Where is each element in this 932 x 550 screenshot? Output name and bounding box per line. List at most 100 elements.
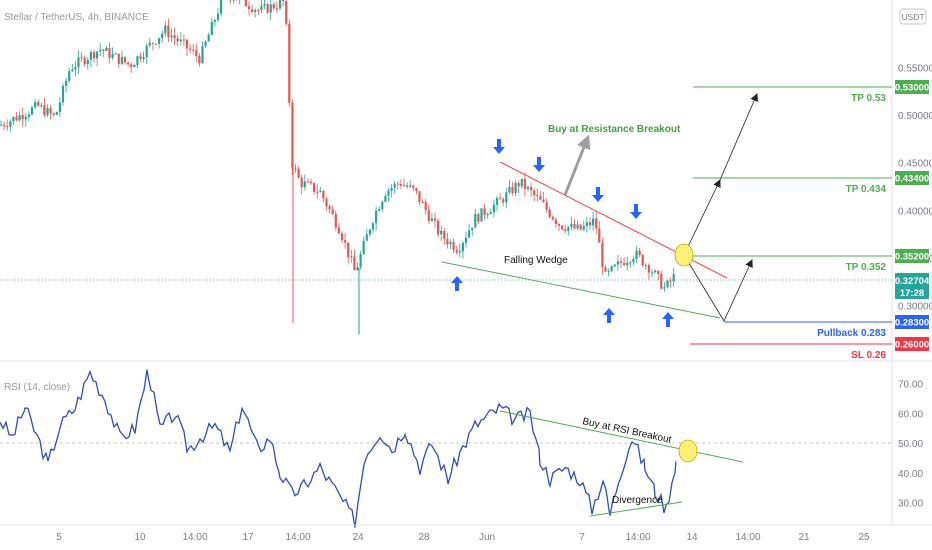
candle-body bbox=[517, 183, 520, 187]
candle-body bbox=[486, 214, 489, 216]
candle-body bbox=[449, 241, 452, 245]
candle-body bbox=[530, 186, 533, 191]
candle-body bbox=[567, 226, 570, 231]
level-label: TP 0.352 bbox=[846, 262, 887, 273]
candle-body bbox=[30, 107, 34, 115]
candle-body bbox=[288, 23, 291, 103]
candle-body bbox=[437, 220, 440, 235]
candle-body bbox=[629, 262, 632, 264]
candle-body bbox=[257, 10, 260, 12]
candle-body bbox=[3, 124, 6, 127]
arrow-up-icon bbox=[451, 276, 463, 291]
level-label: TP 0.434 bbox=[846, 184, 887, 195]
candle-body bbox=[387, 190, 390, 196]
candle-body bbox=[607, 270, 610, 272]
candle-body bbox=[331, 209, 334, 215]
arrow-up-icon bbox=[662, 312, 674, 327]
support-line bbox=[441, 261, 721, 319]
candle-body bbox=[340, 233, 344, 241]
last-price-value: 0.32704 bbox=[895, 276, 930, 287]
candle-body bbox=[557, 224, 561, 226]
candle-body bbox=[154, 43, 158, 45]
candle-body bbox=[464, 237, 468, 243]
pivot-arrows bbox=[451, 139, 674, 327]
candle-body bbox=[27, 114, 30, 117]
candle-body bbox=[588, 222, 592, 226]
time-tick-label: 7 bbox=[579, 532, 585, 543]
candle-body bbox=[15, 116, 18, 121]
candle-body bbox=[663, 287, 666, 289]
price-pane[interactable] bbox=[0, 0, 892, 360]
candle-body bbox=[80, 57, 83, 59]
candle-body bbox=[430, 218, 433, 221]
rsi-line bbox=[0, 369, 677, 528]
candle-body bbox=[306, 181, 309, 183]
price-tick-label: 0.55000 bbox=[898, 64, 932, 75]
candle-body bbox=[195, 50, 198, 57]
candle-body bbox=[381, 201, 384, 210]
candle-body bbox=[623, 262, 626, 266]
candle-body bbox=[505, 192, 508, 203]
level-label: TP 0.53 bbox=[851, 93, 886, 104]
candle-body bbox=[440, 230, 443, 235]
candle-body bbox=[278, 0, 282, 9]
candle-body bbox=[96, 51, 99, 59]
candle-body bbox=[654, 270, 657, 273]
candle-body bbox=[142, 57, 145, 60]
candle-body bbox=[368, 229, 371, 235]
projection-path-high bbox=[683, 179, 721, 256]
candle-body bbox=[213, 20, 216, 22]
candle-body bbox=[495, 198, 499, 205]
rsi-title: RSI (14, close) bbox=[4, 382, 70, 393]
time-tick-label: 10 bbox=[134, 532, 146, 543]
level-badge-value: 0.28300 bbox=[895, 318, 929, 329]
candle-body bbox=[24, 116, 27, 120]
candle-body bbox=[0, 124, 3, 126]
candle-body bbox=[595, 218, 598, 229]
currency-badge[interactable] bbox=[899, 8, 927, 25]
candle-body bbox=[123, 56, 127, 63]
price-tick-label: 0.45000 bbox=[898, 159, 932, 170]
candle-body bbox=[650, 272, 654, 274]
candle-body bbox=[18, 115, 21, 121]
candle-body bbox=[393, 183, 396, 189]
candle-body bbox=[641, 255, 644, 266]
candle-body bbox=[303, 181, 306, 188]
candle-body bbox=[291, 102, 294, 169]
time-tick-label: 17 bbox=[242, 532, 254, 543]
candle-body bbox=[37, 102, 40, 106]
candle-body bbox=[34, 102, 37, 108]
candle-body bbox=[443, 230, 446, 239]
candle-body bbox=[492, 204, 495, 213]
time-tick-label: 5 bbox=[56, 532, 62, 543]
breakout-label: Buy at Resistance Breakout bbox=[548, 124, 681, 135]
arrow-down-icon bbox=[493, 139, 505, 154]
breakout-highlight bbox=[674, 243, 694, 267]
level-label: Pullback 0.283 bbox=[817, 328, 886, 339]
candle-body bbox=[415, 188, 418, 192]
level-label: SL 0.26 bbox=[851, 350, 886, 361]
candle-body bbox=[111, 53, 114, 59]
arrow-down-icon bbox=[630, 204, 642, 219]
candle-body bbox=[148, 42, 151, 46]
candlesticks bbox=[0, 0, 675, 335]
candle-body bbox=[309, 181, 313, 184]
candle-body bbox=[52, 113, 55, 115]
candle-body bbox=[483, 208, 486, 215]
candle-body bbox=[561, 225, 564, 230]
candle-body bbox=[427, 210, 430, 221]
candle-body bbox=[672, 274, 675, 282]
candle-body bbox=[480, 208, 483, 222]
candle-body bbox=[6, 126, 9, 128]
candle-body bbox=[523, 178, 526, 190]
currency-label: USDT bbox=[901, 12, 924, 22]
candle-body bbox=[421, 201, 424, 203]
candle-body bbox=[666, 280, 669, 288]
candle-body bbox=[161, 33, 164, 39]
time-axis-ticks: 5 10 14:00 17 14:00 24 28 Jun 7 14:00 14 14:00 21 25 bbox=[56, 532, 870, 543]
candle-body bbox=[117, 53, 120, 64]
candle-body bbox=[390, 188, 393, 191]
projection-path-pullback bbox=[683, 254, 753, 322]
candle-body bbox=[526, 186, 530, 190]
